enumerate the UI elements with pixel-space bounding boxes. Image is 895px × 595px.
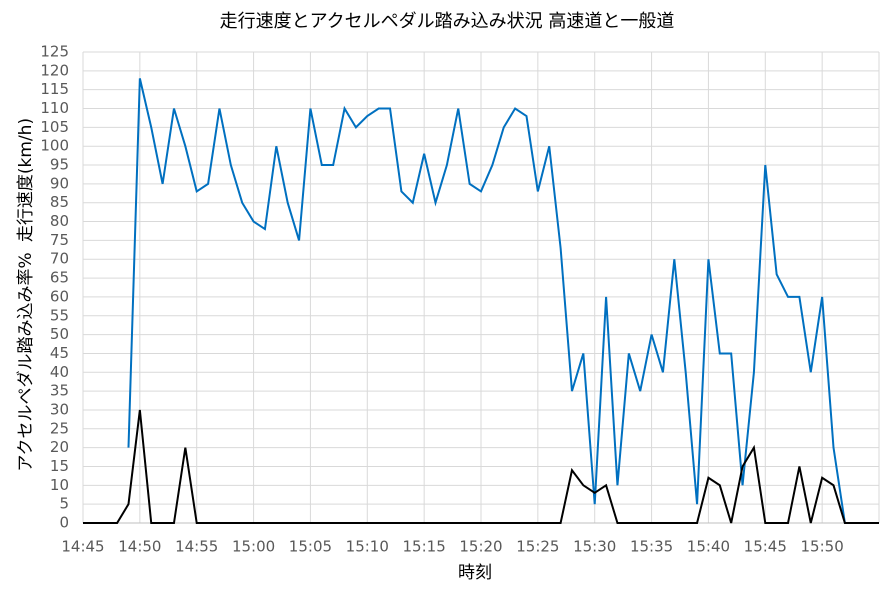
y-tick-label: 25 xyxy=(50,419,69,437)
y-axis-title: アクセルペダル踏み込み率% xyxy=(16,252,36,471)
x-tick-label: 15:15 xyxy=(403,538,446,556)
y-tick-label: 40 xyxy=(50,363,69,381)
y-tick-label: 115 xyxy=(40,80,69,98)
y-tick-label: 20 xyxy=(50,438,69,456)
y-tick-label: 110 xyxy=(40,99,69,117)
series-line xyxy=(127,78,846,524)
y-tick-label: 80 xyxy=(50,212,69,230)
y-tick-label: 0 xyxy=(59,514,69,532)
y-tick-label: 5 xyxy=(59,495,69,513)
y-tick-label: 45 xyxy=(50,344,69,362)
x-tick-label: 15:10 xyxy=(346,538,389,556)
y-tick-label: 85 xyxy=(50,193,69,211)
y-tick-label: 65 xyxy=(50,269,69,287)
y-tick-label: 10 xyxy=(50,476,69,494)
x-tick-label: 15:30 xyxy=(573,538,616,556)
chart-title: 走行速度とアクセルペダル踏み込み状況 高速道と一般道 xyxy=(220,11,675,32)
y-tick-label: 120 xyxy=(40,61,69,79)
y-tick-label: 35 xyxy=(50,382,69,400)
y-tick-label: 125 xyxy=(40,43,69,61)
x-tick-label: 15:45 xyxy=(744,538,787,556)
x-tick-label: 14:55 xyxy=(175,538,218,556)
y-tick-label: 50 xyxy=(50,325,69,343)
y-tick-label: 100 xyxy=(40,137,69,155)
y-tick-label: 70 xyxy=(50,250,69,268)
x-tick-label: 15:00 xyxy=(232,538,275,556)
x-tick-label: 14:50 xyxy=(118,538,161,556)
y-tick-label: 15 xyxy=(50,457,69,475)
x-tick-label: 15:35 xyxy=(630,538,673,556)
x-tick-label: 15:05 xyxy=(289,538,332,556)
y-tick-label: 95 xyxy=(50,156,69,174)
series-line xyxy=(83,409,879,524)
y-tick-label: 30 xyxy=(50,400,69,418)
x-tick-label: 14:45 xyxy=(61,538,104,556)
x-axis-title: 時刻 xyxy=(458,563,492,583)
y-tick-label: 105 xyxy=(40,118,69,136)
x-tick-label: 15:50 xyxy=(801,538,844,556)
y-tick-label: 55 xyxy=(50,306,69,324)
y-tick-label: 90 xyxy=(50,174,69,192)
x-tick-label: 15:40 xyxy=(687,538,730,556)
x-tick-label: 15:20 xyxy=(459,538,502,556)
x-tick-label: 15:25 xyxy=(516,538,559,556)
y-tick-label: 75 xyxy=(50,231,69,249)
y-tick-label: 60 xyxy=(50,287,69,305)
y-axis-title: 走行速度(km/h) xyxy=(16,118,36,242)
